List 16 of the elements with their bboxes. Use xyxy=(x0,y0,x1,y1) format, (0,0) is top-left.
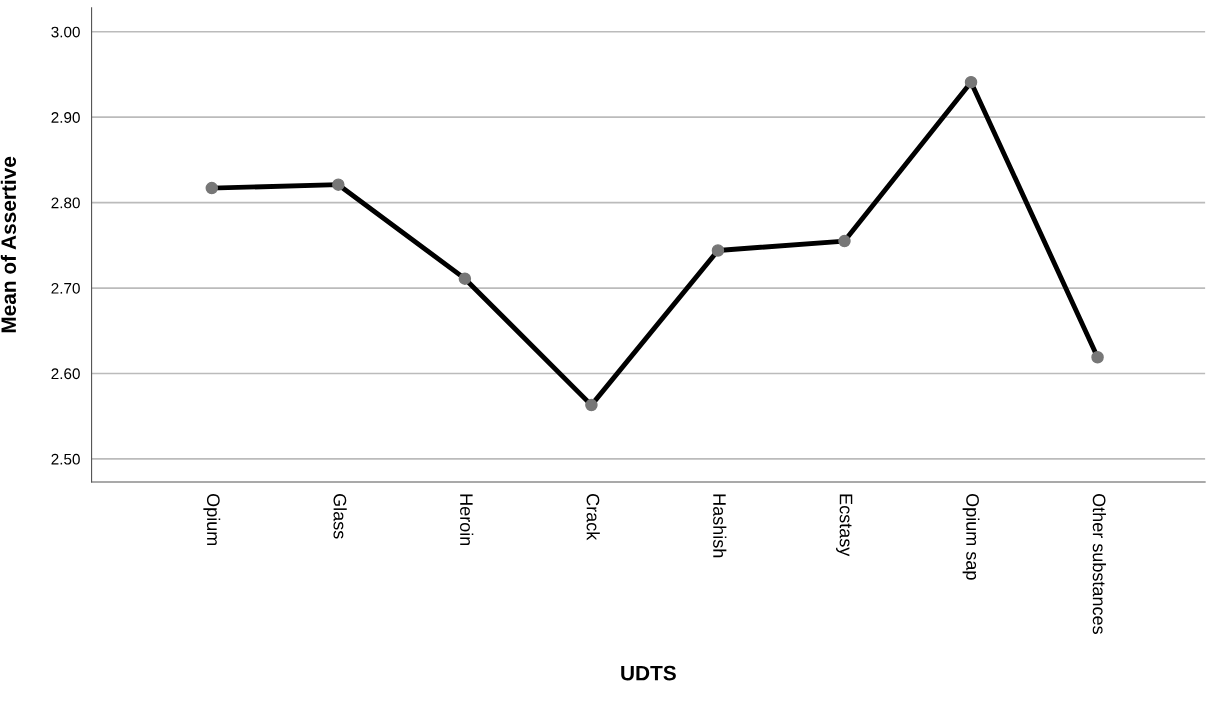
x-tick-label: Opium sap xyxy=(962,493,980,580)
y-axis-title: Mean of Assertive xyxy=(0,156,17,333)
x-tick-label: Other substances xyxy=(1092,493,1106,634)
x-tick-label: Heroin xyxy=(460,494,474,546)
x-tick-label: Ecstasy xyxy=(836,494,853,557)
y-tick-label: 2.80 xyxy=(51,197,80,209)
y-tick-label: 3.00 xyxy=(51,26,80,38)
x-tick-label: Crack xyxy=(586,494,600,541)
y-tick-label: 2.90 xyxy=(51,112,80,123)
x-tick-label: Glass xyxy=(333,494,347,539)
x-tick-label: Opium xyxy=(203,493,221,546)
x-tick-label: Hashish xyxy=(713,494,727,558)
x-axis-title: UDTS xyxy=(621,665,676,681)
y-tick-label: 2.70 xyxy=(51,282,80,294)
y-tick-label: 2.60 xyxy=(51,368,80,380)
y-tick-label: 2.50 xyxy=(51,453,80,465)
